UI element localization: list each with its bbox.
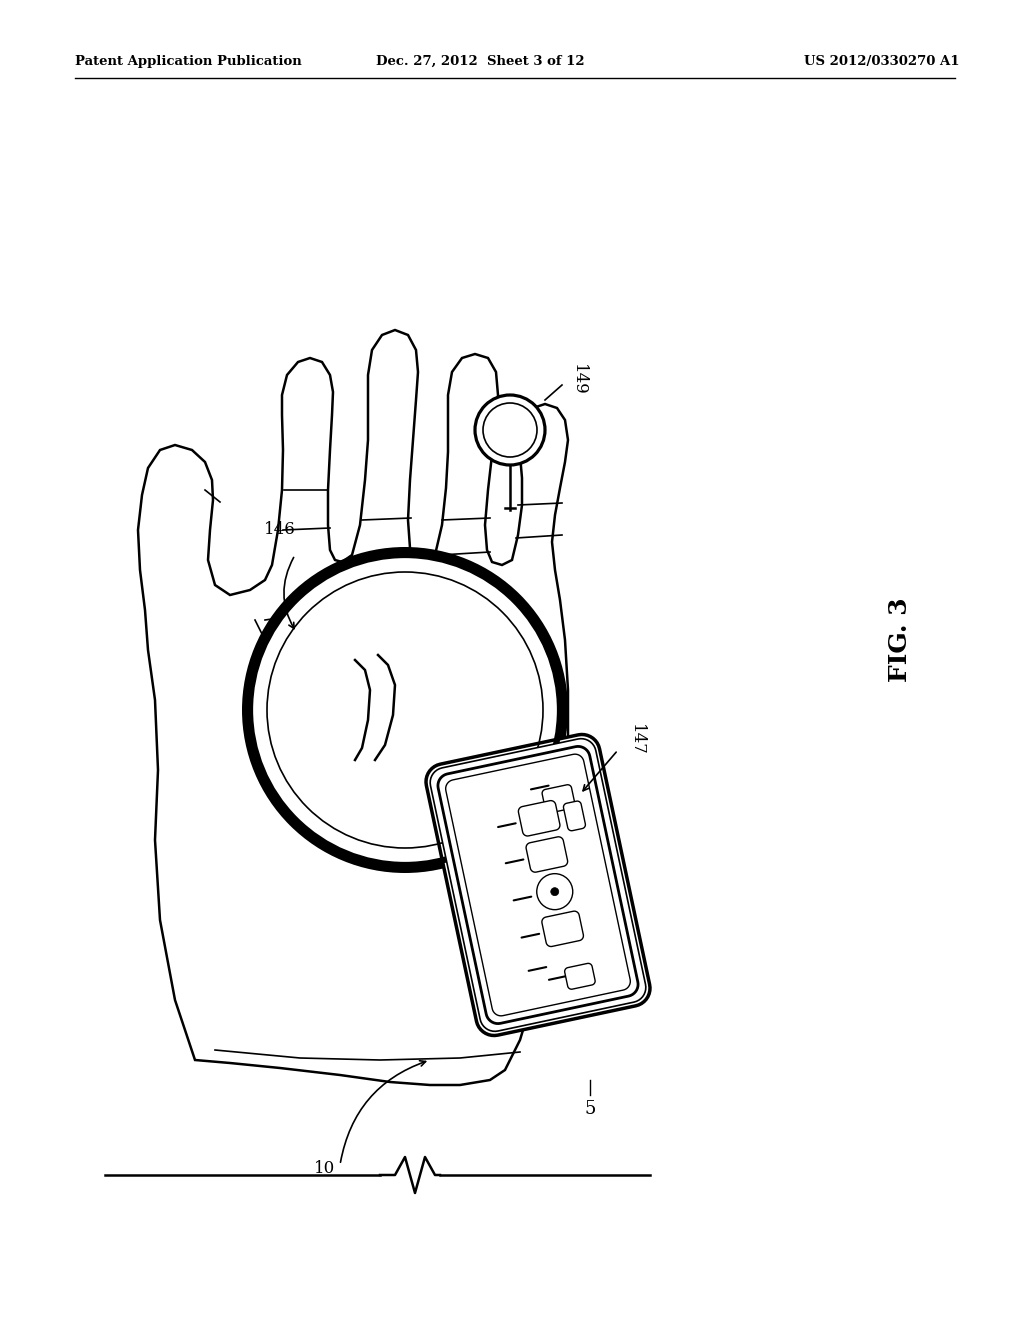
Polygon shape bbox=[438, 746, 638, 1023]
Polygon shape bbox=[430, 739, 646, 1031]
Text: 5: 5 bbox=[585, 1100, 596, 1118]
Polygon shape bbox=[526, 837, 567, 873]
Text: 146: 146 bbox=[264, 521, 296, 539]
Polygon shape bbox=[542, 784, 574, 813]
Text: FIG. 3: FIG. 3 bbox=[888, 598, 912, 682]
Polygon shape bbox=[426, 734, 650, 1035]
Circle shape bbox=[250, 554, 560, 865]
Text: Patent Application Publication: Patent Application Publication bbox=[75, 55, 302, 69]
Polygon shape bbox=[138, 330, 568, 1085]
Circle shape bbox=[551, 887, 559, 896]
Text: 147: 147 bbox=[628, 725, 645, 756]
Polygon shape bbox=[564, 964, 595, 989]
Polygon shape bbox=[542, 911, 584, 946]
Text: 10: 10 bbox=[314, 1160, 336, 1177]
Circle shape bbox=[242, 546, 568, 873]
Polygon shape bbox=[563, 801, 586, 830]
Text: US 2012/0330270 A1: US 2012/0330270 A1 bbox=[805, 55, 961, 69]
Circle shape bbox=[475, 395, 545, 465]
Circle shape bbox=[483, 403, 537, 457]
Text: 149: 149 bbox=[570, 364, 587, 396]
Circle shape bbox=[537, 874, 572, 909]
Text: Dec. 27, 2012  Sheet 3 of 12: Dec. 27, 2012 Sheet 3 of 12 bbox=[376, 55, 585, 69]
Polygon shape bbox=[445, 754, 631, 1016]
Polygon shape bbox=[518, 801, 560, 836]
